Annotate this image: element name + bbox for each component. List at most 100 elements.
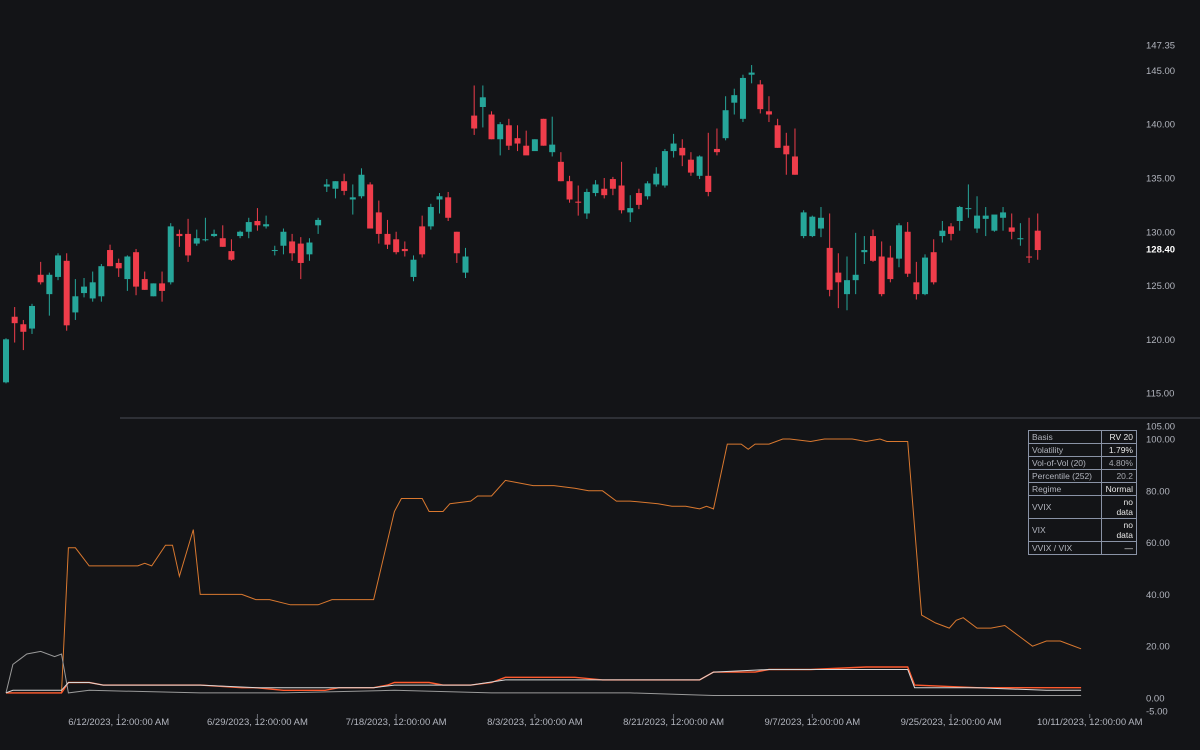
candle[interactable] [739, 74, 746, 123]
candle[interactable] [393, 231, 400, 255]
candle[interactable] [878, 241, 885, 297]
candle[interactable] [852, 232, 859, 295]
candle[interactable] [713, 128, 720, 156]
candle[interactable] [956, 205, 963, 231]
candle[interactable] [1008, 213, 1015, 240]
candle[interactable] [150, 283, 157, 297]
candle[interactable] [609, 176, 616, 196]
candle[interactable] [687, 152, 694, 176]
candle[interactable] [757, 80, 764, 114]
candle[interactable] [722, 96, 729, 141]
candle[interactable] [748, 65, 755, 84]
candle[interactable] [861, 236, 868, 265]
candle[interactable] [670, 133, 677, 158]
candle[interactable] [176, 229, 183, 247]
candle[interactable] [774, 118, 781, 148]
candle[interactable] [89, 271, 96, 302]
candle[interactable] [653, 167, 660, 187]
candle[interactable] [549, 116, 556, 157]
volatility-series-line[interactable] [5, 650, 1082, 696]
candle[interactable] [505, 118, 512, 151]
candle[interactable] [870, 229, 876, 262]
candle[interactable] [471, 85, 478, 135]
candle[interactable] [98, 264, 105, 302]
candle[interactable] [427, 203, 434, 230]
candle[interactable] [635, 188, 642, 210]
candle[interactable] [644, 181, 651, 200]
candle[interactable] [29, 303, 36, 334]
candle[interactable] [341, 173, 348, 196]
candle[interactable] [141, 271, 148, 290]
candle[interactable] [245, 217, 252, 239]
candle[interactable] [913, 261, 920, 300]
candle[interactable] [445, 191, 452, 221]
candle[interactable] [627, 195, 634, 223]
candle[interactable] [37, 261, 44, 285]
candle[interactable] [922, 254, 929, 296]
candle[interactable] [965, 184, 972, 218]
candle[interactable] [453, 231, 460, 263]
candle[interactable] [887, 245, 894, 283]
candle[interactable] [896, 223, 903, 268]
candle[interactable] [809, 215, 816, 238]
price-pane[interactable] [3, 65, 1041, 384]
candle[interactable] [817, 207, 824, 238]
candle[interactable] [358, 168, 365, 199]
candle[interactable] [419, 215, 426, 258]
candle[interactable] [783, 132, 790, 175]
candle[interactable] [939, 221, 946, 243]
candle[interactable] [72, 279, 79, 320]
candle[interactable] [514, 125, 521, 152]
candle[interactable] [159, 271, 166, 302]
candle[interactable] [375, 200, 382, 244]
candle[interactable] [133, 248, 140, 296]
candle[interactable] [401, 241, 408, 257]
volatility-series-line[interactable] [6, 438, 1082, 694]
candle[interactable] [948, 223, 955, 241]
candle[interactable] [1034, 213, 1041, 260]
candle[interactable] [835, 253, 842, 309]
candle[interactable] [254, 208, 261, 231]
candle[interactable] [462, 247, 469, 279]
candle[interactable] [228, 239, 235, 261]
candle[interactable] [332, 181, 339, 199]
candle[interactable] [46, 272, 53, 316]
candle[interactable] [1000, 207, 1007, 231]
candle[interactable] [81, 278, 88, 298]
candle[interactable] [436, 193, 443, 214]
candle[interactable] [974, 196, 981, 233]
candle[interactable] [800, 210, 807, 239]
candle[interactable] [991, 214, 998, 232]
candle[interactable] [167, 223, 174, 285]
candle[interactable] [904, 222, 911, 277]
candle[interactable] [297, 237, 304, 280]
candle[interactable] [185, 218, 192, 262]
candle[interactable] [107, 244, 114, 267]
candle[interactable] [349, 184, 356, 215]
candle[interactable] [384, 219, 391, 249]
candle[interactable] [488, 111, 495, 140]
candle[interactable] [55, 253, 62, 281]
candle[interactable] [705, 132, 712, 197]
candle[interactable] [20, 319, 27, 351]
candle[interactable] [315, 217, 322, 234]
candle[interactable] [1026, 217, 1033, 263]
candle[interactable] [497, 122, 504, 156]
candle[interactable] [323, 179, 330, 192]
candle[interactable] [211, 229, 218, 238]
candle[interactable] [367, 182, 374, 229]
candle[interactable] [3, 338, 9, 384]
candle[interactable] [479, 85, 486, 128]
candle[interactable] [583, 188, 590, 219]
candle[interactable] [791, 128, 798, 175]
candle[interactable] [557, 152, 564, 182]
volatility-pane[interactable] [5, 438, 1082, 696]
candle[interactable] [237, 230, 244, 239]
candle[interactable] [280, 228, 287, 255]
candle[interactable] [63, 253, 70, 331]
candle[interactable] [982, 207, 989, 237]
candle[interactable] [566, 175, 573, 203]
candle[interactable] [661, 148, 668, 188]
candle[interactable] [540, 118, 547, 146]
